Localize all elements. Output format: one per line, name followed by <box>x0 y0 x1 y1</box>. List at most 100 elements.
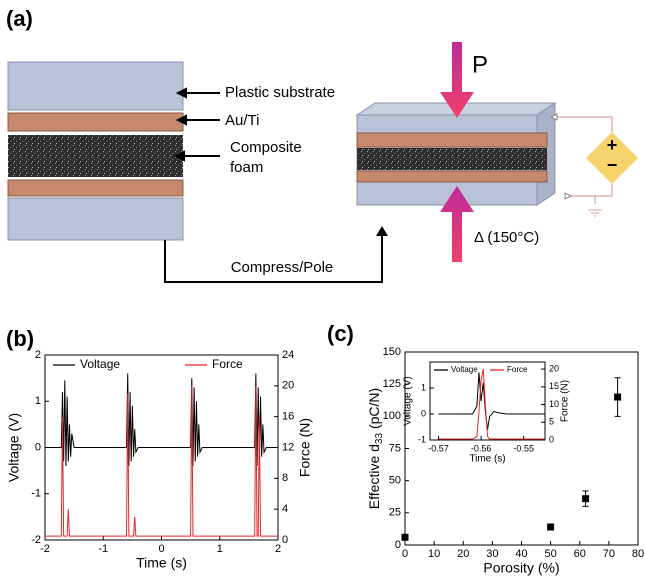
x-axis-label: Time (s) <box>469 454 505 465</box>
y2-tick-label: 20 <box>282 380 294 392</box>
y-tick-label: 0 <box>395 539 401 551</box>
x-tick-label: 80 <box>632 548 644 560</box>
minus-sign: − <box>607 155 618 175</box>
x-tick-label: 20 <box>457 548 469 560</box>
heat-label: Δ (150°C) <box>474 229 539 246</box>
y-axis-label: Effective d33 (pC/N) <box>366 388 385 509</box>
x-tick-label: -0.55 <box>513 443 534 453</box>
series-line <box>438 368 545 440</box>
legend-label: Force <box>507 365 528 374</box>
x-tick-label: -0.56 <box>471 443 492 453</box>
ground <box>588 209 602 217</box>
y-tick-label: -1 <box>418 434 426 444</box>
x-tick-label: -0.57 <box>428 443 449 453</box>
pressure-label: P <box>472 51 488 78</box>
heat-arrow <box>440 186 474 262</box>
x-axis-label: Time (s) <box>136 555 187 571</box>
y2-tick-label: 5 <box>549 417 554 427</box>
panel-label: (b) <box>6 326 34 351</box>
y-tick-label: 0 <box>35 441 41 453</box>
y2-tick-label: 15 <box>549 381 559 391</box>
source <box>586 132 638 184</box>
x-tick-label: 0 <box>158 543 164 555</box>
data-point <box>401 533 409 541</box>
y-tick-label: 100 <box>383 410 401 422</box>
terminal <box>549 113 573 200</box>
plot-frame <box>429 361 546 441</box>
x-tick-label: -1 <box>98 543 108 555</box>
x-tick-label: 2 <box>275 543 281 555</box>
x-tick-label: 0 <box>402 548 408 560</box>
x-tick-label: 40 <box>515 548 527 560</box>
data-point <box>614 393 622 401</box>
electrode-layer <box>356 170 548 183</box>
x-tick-label: -2 <box>40 543 50 555</box>
layer-label: Plastic substrate <box>225 84 335 101</box>
y2-axis-label: Force (N) <box>560 380 571 422</box>
y2-tick-label: 0 <box>282 534 288 546</box>
x-tick-label: 10 <box>428 548 440 560</box>
layer-label: Au/Ti <box>225 112 259 129</box>
panel-a: (a) Plastic substrate Au/Ti Composite fo… <box>6 6 638 283</box>
x-tick-label: 70 <box>603 548 615 560</box>
plus-sign: + <box>607 135 618 155</box>
callouts <box>173 87 220 162</box>
process-label: Compress/Pole <box>231 259 334 276</box>
arrow-head <box>376 226 388 236</box>
y-tick-label: 125 <box>383 378 401 390</box>
y-tick-label: -2 <box>31 534 41 546</box>
process-arrow <box>164 232 383 283</box>
foam-layer <box>8 135 183 177</box>
y2-tick-label: 20 <box>549 363 559 373</box>
y-tick-label: 2 <box>35 349 41 361</box>
x-axis-label: Porosity (%) <box>483 560 559 576</box>
legend-label: Force <box>212 357 243 371</box>
panel-label: (a) <box>6 6 33 31</box>
y-tick-label: 75 <box>389 442 401 454</box>
y-tick-label: 50 <box>389 475 401 487</box>
chart: 0 10 20 30 40 50 60 70 800255075100125150(c)Poro… <box>327 321 644 576</box>
y2-tick-label: 16 <box>282 411 294 423</box>
plot-frame <box>404 351 639 546</box>
y-tick-label: 1 <box>421 382 426 392</box>
electrode-layer <box>356 132 548 148</box>
series-line <box>45 385 278 537</box>
plastic-layer <box>7 197 184 241</box>
x-tick-label: 50 <box>545 548 557 560</box>
wire <box>557 116 613 204</box>
data-point <box>547 523 555 531</box>
panel-label: (c) <box>327 321 354 346</box>
legend-label: Voltage <box>80 357 120 371</box>
foam-layer <box>357 148 547 170</box>
data-point <box>582 495 590 503</box>
electrode-layer <box>7 112 184 132</box>
layer-label: Composite <box>230 139 302 156</box>
x-tick-label: 60 <box>574 548 586 560</box>
y2-tick-label: 4 <box>282 503 288 515</box>
series-line <box>45 373 278 467</box>
y2-tick-label: 24 <box>282 349 294 361</box>
legend-label: Voltage <box>451 365 478 374</box>
y-tick-label: 150 <box>383 346 401 358</box>
pressure-arrow <box>440 42 474 118</box>
y2-tick-label: 0 <box>549 434 554 444</box>
y2-tick-label: 12 <box>282 441 294 453</box>
y2-tick-label: 8 <box>282 472 288 484</box>
plastic-layer <box>7 61 184 111</box>
y2-tick-label: 10 <box>549 399 559 409</box>
y-label-text: Effective d <box>366 444 382 509</box>
x-tick-label: 30 <box>486 548 498 560</box>
electrode-layer <box>7 179 184 197</box>
layer-label: foam <box>230 159 263 176</box>
y-label-subscript: 33 <box>374 433 385 445</box>
y-axis-label: Voltage (V) <box>6 413 22 482</box>
x-tick-label: 1 <box>217 543 223 555</box>
y-tick-label: 0 <box>421 408 426 418</box>
y-tick-label: -1 <box>31 488 41 500</box>
y-tick-label: 25 <box>389 507 401 519</box>
y-tick-label: 1 <box>35 395 41 407</box>
y-axis-label: Voltage (V) <box>403 376 414 425</box>
